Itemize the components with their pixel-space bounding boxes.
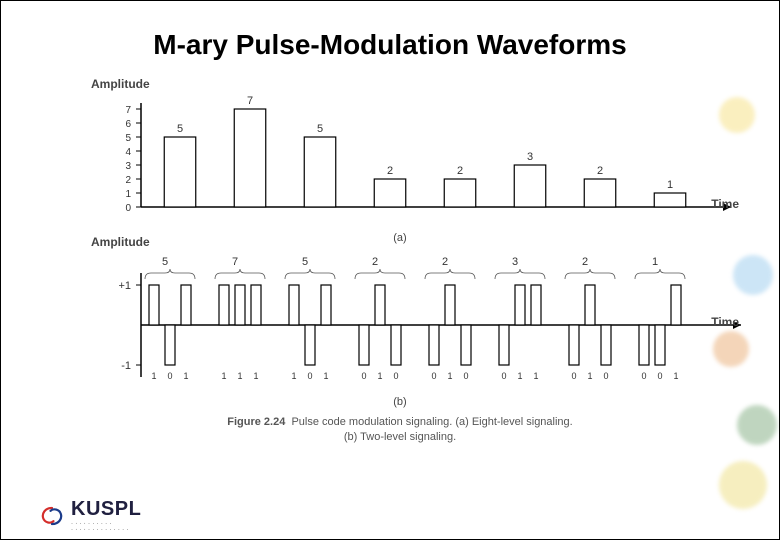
svg-text:0: 0 (463, 371, 468, 381)
svg-text:0: 0 (431, 371, 436, 381)
svg-text:3: 3 (527, 151, 533, 163)
svg-text:2: 2 (582, 256, 588, 268)
axis-amplitude-a: Amplitude (91, 77, 150, 91)
kuspl-logo: KUSPL · · · · · · · · · · · · · · · · · … (37, 498, 141, 533)
svg-text:0: 0 (501, 371, 506, 381)
svg-text:0: 0 (641, 371, 646, 381)
svg-text:0: 0 (167, 371, 172, 381)
svg-text:0: 0 (657, 371, 662, 381)
chart-a: Amplitude 0123456757522321 Time (a) (61, 77, 739, 227)
svg-text:1: 1 (667, 179, 673, 191)
axis-time-b: Time (711, 315, 739, 329)
svg-text:1: 1 (377, 371, 382, 381)
svg-text:2: 2 (387, 165, 393, 177)
chart-b-svg: +1 -1 5 1 0 1 7 1 1 1 5 1 0 1 2 0 1 0 2 0 1 0 3 0 1 1 2 0 1 0 1 0 0 1 (61, 235, 761, 395)
svg-text:4: 4 (125, 147, 131, 158)
logo-text: KUSPL (71, 498, 141, 521)
svg-text:1: 1 (253, 371, 258, 381)
axis-time-a: Time (711, 197, 739, 211)
logo-sub2: · · · · · · · · · · · · · · (71, 527, 141, 533)
svg-text:2: 2 (125, 175, 131, 186)
svg-text:+1: +1 (118, 280, 131, 292)
svg-text:6: 6 (125, 119, 131, 130)
svg-text:2: 2 (457, 165, 463, 177)
svg-text:5: 5 (162, 256, 168, 268)
caption-main: Pulse code modulation signaling. (a) Eig… (291, 416, 572, 428)
svg-text:7: 7 (125, 105, 131, 116)
svg-text:2: 2 (597, 165, 603, 177)
svg-text:5: 5 (302, 256, 308, 268)
sub-b-label: (b) (61, 396, 739, 408)
svg-text:0: 0 (125, 203, 131, 214)
svg-text:1: 1 (447, 371, 452, 381)
svg-text:5: 5 (317, 123, 323, 135)
svg-text:1: 1 (517, 371, 522, 381)
svg-text:1: 1 (291, 371, 296, 381)
page-title: M-ary Pulse-Modulation Waveforms (1, 1, 779, 67)
svg-text:0: 0 (361, 371, 366, 381)
svg-text:1: 1 (587, 371, 592, 381)
svg-text:1: 1 (652, 256, 658, 268)
svg-text:2: 2 (372, 256, 378, 268)
figure-label: Figure 2.24 (227, 416, 285, 428)
caption-sub: (b) Two-level signaling. (344, 431, 456, 443)
svg-text:1: 1 (125, 189, 131, 200)
axis-amplitude-b: Amplitude (91, 235, 150, 249)
svg-text:2: 2 (442, 256, 448, 268)
svg-text:7: 7 (247, 95, 253, 107)
svg-text:1: 1 (151, 371, 156, 381)
svg-text:5: 5 (177, 123, 183, 135)
figure-caption: Figure 2.24 Pulse code modulation signal… (61, 415, 739, 446)
logo-swirl-icon (37, 505, 67, 527)
svg-text:1: 1 (183, 371, 188, 381)
svg-text:0: 0 (307, 371, 312, 381)
svg-text:-1: -1 (121, 360, 131, 372)
svg-text:1: 1 (237, 371, 242, 381)
svg-text:1: 1 (533, 371, 538, 381)
svg-text:1: 1 (221, 371, 226, 381)
svg-text:5: 5 (125, 133, 131, 144)
svg-text:1: 1 (673, 371, 678, 381)
svg-text:0: 0 (393, 371, 398, 381)
chart-a-svg: 0 1 2 3 4 5 6 7 5 7 5 2 2 3 2 1 (61, 77, 761, 227)
svg-text:3: 3 (512, 256, 518, 268)
svg-text:7: 7 (232, 256, 238, 268)
svg-text:0: 0 (603, 371, 608, 381)
svg-text:1: 1 (323, 371, 328, 381)
svg-text:0: 0 (571, 371, 576, 381)
chart-b: Amplitude +1 -1 5 1 0 1 7 1 1 1 5 1 0 1 2 0 1 0 2 0 1 0 3 0 1 1 2 0… (61, 235, 739, 405)
svg-text:3: 3 (125, 161, 131, 172)
charts-container: Amplitude 0123456757522321 Time (a) Ampl… (1, 77, 779, 446)
